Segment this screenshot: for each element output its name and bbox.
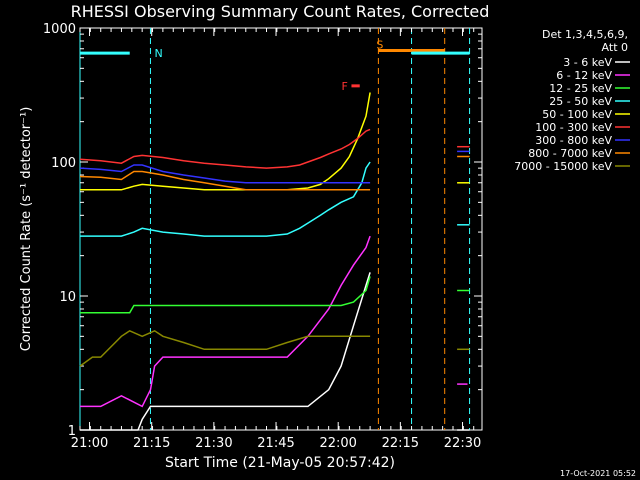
x-tick-label: 21:45 <box>257 436 294 451</box>
x-tick-label: 22:00 <box>319 436 356 451</box>
series-line-6 <box>79 164 371 184</box>
series-line-2 <box>80 276 371 314</box>
legend-label: 50 - 100 keV <box>542 108 612 121</box>
annotation-label: S <box>376 38 383 51</box>
legend-label: 100 - 300 keV <box>535 121 612 134</box>
series-line-3 <box>80 161 371 237</box>
series-line-5 <box>79 128 371 169</box>
legend-header: Att 0 <box>602 41 628 54</box>
annotation-label: N <box>154 47 162 60</box>
x-tick-label: 22:15 <box>382 436 419 451</box>
x-axis-label: Start Time (21-May-05 20:57:42) <box>165 455 395 471</box>
y-axis-label: Corrected Count Rate (s⁻¹ detector⁻¹) <box>19 107 34 352</box>
series-line-7 <box>79 170 371 191</box>
footer-date: 17-Oct-2021 05:52 <box>560 469 636 478</box>
legend-label: 25 - 50 keV <box>549 95 612 108</box>
chart-title: RHESSI Observing Summary Count Rates, Co… <box>71 2 490 21</box>
y-tick-label: 1 <box>68 424 76 439</box>
annotation-label: F <box>341 80 347 93</box>
y-tick-label: 10 <box>59 290 76 305</box>
y-tick-label: 100 <box>51 156 76 171</box>
x-tick-label: 21:15 <box>133 436 170 451</box>
legend-label: 800 - 7000 keV <box>528 147 612 160</box>
legend-label: 300 - 800 keV <box>535 134 612 147</box>
x-tick-label: 22:30 <box>444 436 481 451</box>
y-tick-label: 1000 <box>43 22 76 37</box>
x-tick-label: 21:30 <box>195 436 232 451</box>
legend-label: 12 - 25 keV <box>549 82 612 95</box>
series-line-8 <box>79 329 371 367</box>
legend-header: Det 1,3,4,5,6,9, <box>542 28 628 41</box>
series-line-1 <box>80 235 371 408</box>
x-tick-label: 21:00 <box>71 436 108 451</box>
legend-label: 3 - 6 keV <box>563 56 612 69</box>
legend-label: 7000 - 15000 keV <box>514 160 612 173</box>
legend-label: 6 - 12 keV <box>556 69 612 82</box>
series-line-0 <box>80 272 371 431</box>
